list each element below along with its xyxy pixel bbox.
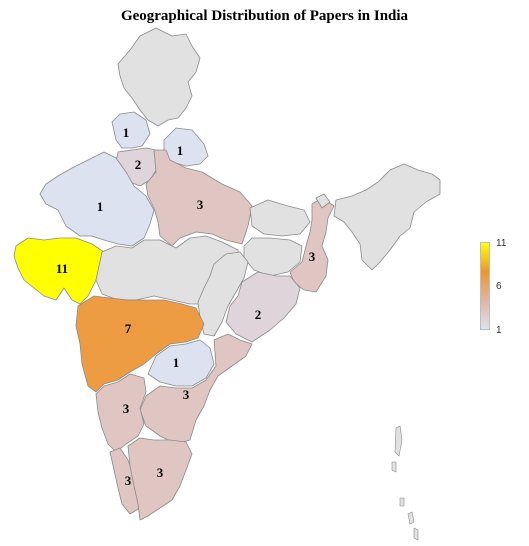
region-odisha[interactable] <box>225 271 301 343</box>
region-value-label: 3 <box>197 197 204 212</box>
region-value-label: 2 <box>135 157 142 172</box>
legend-gradient-bar <box>480 242 490 330</box>
legend-tick-mid: 6 <box>496 281 502 292</box>
region-sikkim[interactable] <box>315 193 331 209</box>
region-northeast[interactable] <box>333 163 441 271</box>
legend-tick-min: 1 <box>496 325 502 336</box>
region-value-label: 2 <box>255 307 262 322</box>
region-value-label: 3 <box>309 249 316 264</box>
region-tamil-nadu[interactable] <box>127 437 193 521</box>
region-gujarat[interactable] <box>13 237 105 305</box>
region-uttar-pradesh[interactable] <box>145 149 253 247</box>
region-rajasthan[interactable] <box>39 151 155 247</box>
legend-tick-max: 11 <box>496 238 507 249</box>
region-jharkhand[interactable] <box>243 237 303 277</box>
region-jammu-kashmir[interactable] <box>117 27 201 127</box>
region-karnataka[interactable] <box>95 373 147 453</box>
region-value-label: 3 <box>123 401 130 416</box>
region-value-label: 3 <box>157 465 164 480</box>
region-himachal-pradesh[interactable] <box>111 111 151 149</box>
region-bihar[interactable] <box>249 199 311 237</box>
region-maharashtra[interactable] <box>75 295 205 393</box>
region-value-label: 7 <box>125 321 132 336</box>
region-value-label: 1 <box>173 355 180 370</box>
map-title: Geographical Distribution of Papers in I… <box>120 8 409 24</box>
region-value-label: 3 <box>183 387 190 402</box>
region-west-bengal[interactable] <box>289 197 335 293</box>
region-value-label: 1 <box>97 199 104 214</box>
region-value-label: 1 <box>123 125 130 140</box>
region-chhattisgarh[interactable] <box>197 251 249 337</box>
region-telangana[interactable] <box>147 339 215 387</box>
region-value-label: 1 <box>177 143 184 158</box>
andaman-nicobar-islands <box>391 425 419 541</box>
region-value-label: 11 <box>56 261 68 276</box>
region-value-label: 3 <box>125 473 132 488</box>
